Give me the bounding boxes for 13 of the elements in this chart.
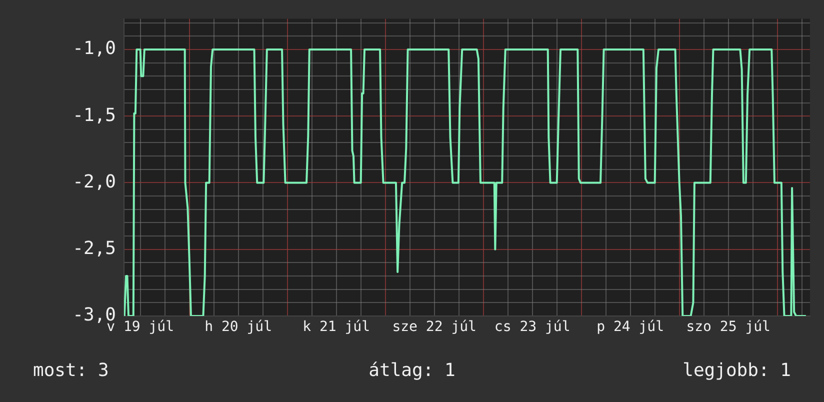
x-tick-label: cs 23 júl	[494, 319, 570, 336]
text: most: 3	[33, 360, 109, 381]
x-tick-label: k 21 júl	[302, 319, 370, 336]
x-tick-label: szo 25 júl	[686, 319, 770, 336]
x-tick-label: sze 22 júl	[392, 319, 476, 336]
x-tick-label: p 24 júl	[596, 319, 664, 336]
y-tick-label: -1,5	[72, 104, 116, 126]
text: átlag: 1	[368, 360, 456, 381]
text: legjobb: 1	[682, 360, 791, 381]
y-tick-label: -1,0	[72, 38, 116, 60]
y-tick-label: -2,5	[72, 238, 116, 260]
y-tick-label: -2,0	[72, 171, 116, 192]
x-tick-label: h 20 júl	[204, 319, 272, 336]
